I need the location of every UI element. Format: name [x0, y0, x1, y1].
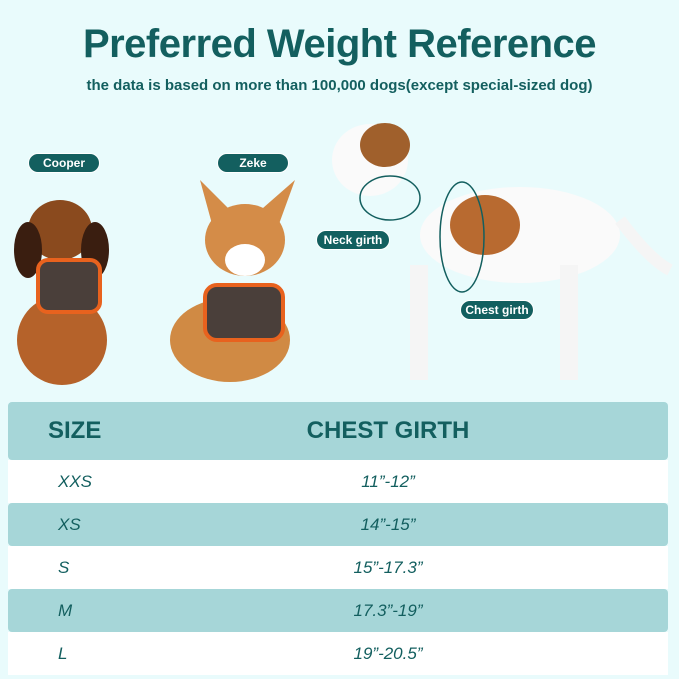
- size-cell: L: [58, 643, 68, 663]
- table-row: L 19”-20.5”: [8, 632, 668, 675]
- table-row: XXS 11”-12”: [8, 460, 668, 503]
- chest-cell: 19”-20.5”: [353, 643, 423, 663]
- chest-cell: 15”-17.3”: [353, 557, 423, 577]
- page-title: Preferred Weight Reference: [82, 22, 597, 66]
- dog-photos: [14, 123, 673, 385]
- chest-girth-label: Chest girth: [460, 300, 534, 320]
- zeke-dog-image: [170, 180, 295, 382]
- table-row: M 17.3”-19”: [8, 589, 668, 632]
- size-cell: M: [58, 600, 73, 620]
- table-header-row: SIZE CHEST GIRTH: [8, 402, 668, 460]
- size-cell: S: [58, 557, 70, 577]
- header-chest-girth: CHEST GIRTH: [306, 417, 470, 444]
- dog-name-label-cooper: Cooper: [28, 153, 100, 173]
- size-cell: XXS: [58, 471, 93, 491]
- size-cell: XS: [58, 514, 81, 534]
- neck-girth-label: Neck girth: [316, 230, 390, 250]
- subtitle: the data is based on more than 100,000 d…: [86, 77, 593, 94]
- chest-cell: 11”-12”: [361, 471, 415, 491]
- chest-cell: 17.3”-19”: [353, 600, 423, 620]
- cooper-dog-image: [14, 200, 109, 385]
- dog-name-label-zeke: Zeke: [217, 153, 289, 173]
- table-row: XS 14”-15”: [8, 503, 668, 546]
- jack-russell-dog-image: [332, 123, 673, 380]
- chest-cell: 14”-15”: [360, 514, 416, 534]
- size-chart-table: SIZE CHEST GIRTH XXS 11”-12” XS 14”-15” …: [8, 402, 668, 675]
- header-size: SIZE: [48, 417, 102, 444]
- table-row: S 15”-17.3”: [8, 546, 668, 589]
